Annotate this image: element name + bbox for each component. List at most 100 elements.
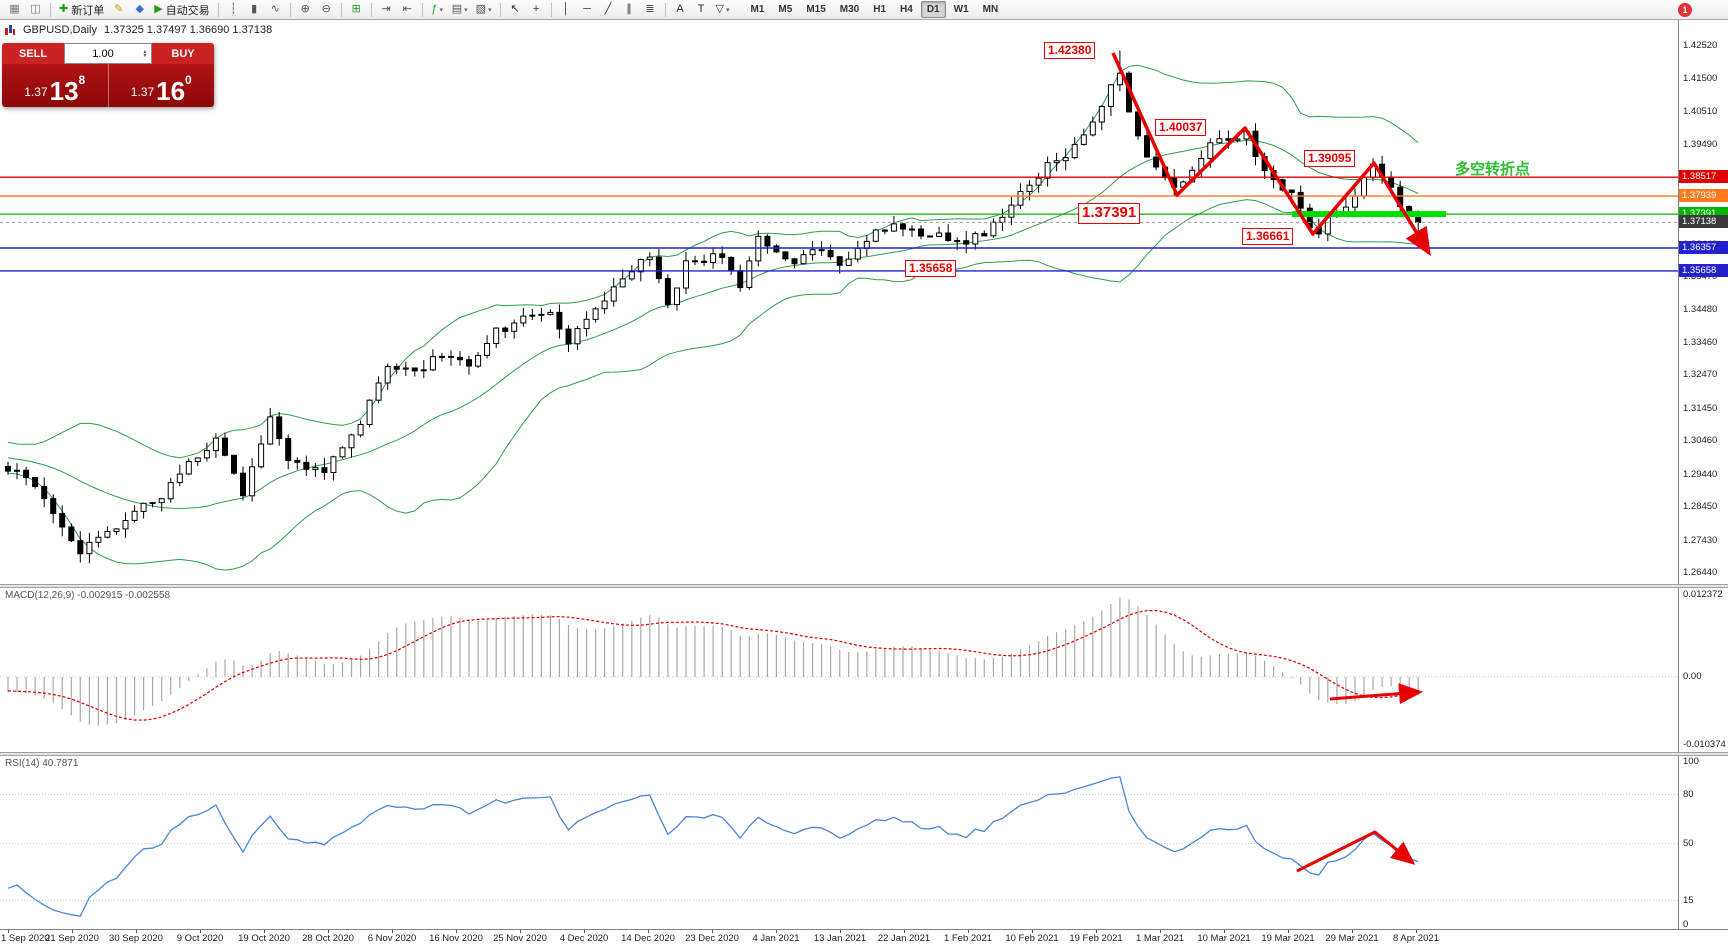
macd-axis-label: 0.00 — [1683, 671, 1702, 682]
toolbar-separator — [664, 2, 666, 17]
shapes-icon[interactable]: ▽ ▾ — [715, 3, 730, 15]
toolbar-buttons: ▦ ◫ ✚ 新订单 ✎ ◆ ▶ 自动交易 ┆ ▮ ∿ ⊕ ⊖ ⊞ ⇥ ⇤ ƒ ▾ ▤ ▾ ▧ ▾ ↖ + │ ─ ╱ ∥ ≣ A T ▽ ▾ — [4, 0, 734, 19]
time-tick — [840, 930, 841, 933]
time-axis-label: 28 Oct 2020 — [302, 933, 354, 944]
market-icon[interactable]: ◆ — [135, 3, 144, 15]
periods-icon[interactable]: ▤ ▾ — [451, 3, 468, 15]
price-label-139095[interactable]: 1.39095 — [1304, 150, 1356, 167]
panel-splitter-2[interactable] — [0, 752, 1728, 756]
panel-splitter-1[interactable] — [0, 584, 1728, 588]
price-tag-1.37138: 1.37138 — [1679, 215, 1728, 229]
rsi-axis-label: 100 — [1683, 756, 1699, 767]
trendline-icon[interactable]: ╱ — [604, 3, 612, 15]
buy-price-button[interactable]: 1.37 16 0 — [109, 64, 215, 107]
volume-up-icon[interactable]: ▲ — [142, 48, 148, 55]
sell-price-pip: 8 — [78, 73, 86, 87]
time-axis-label: 4 Dec 2020 — [559, 933, 609, 944]
toolbar-separator — [499, 2, 501, 17]
price-label-136661[interactable]: 1.36661 — [1242, 228, 1294, 245]
line-chart-icon[interactable]: ∿ — [270, 3, 280, 15]
toolbar-separator — [421, 2, 423, 17]
turning-point-label[interactable]: 多空转折点 — [1455, 161, 1531, 178]
new-order-button[interactable]: ✚ 新订单 — [59, 3, 105, 17]
time-tick — [264, 930, 265, 933]
macd-panel[interactable]: MACD(12,26,9) -0.002915 -0.002558 0.0123… — [0, 588, 1728, 752]
volume-down-icon[interactable]: ▼ — [142, 52, 148, 59]
candlestick-chart-icon[interactable]: ▮ — [251, 3, 258, 15]
chart-symbol-period: GBPUSD,Daily — [23, 24, 97, 36]
text-icon[interactable]: A — [676, 3, 684, 15]
volume-spinner[interactable]: ▲ ▼ — [140, 45, 150, 62]
time-axis-label: 29 Mar 2021 — [1325, 933, 1379, 944]
rsi-axis-label: 50 — [1683, 837, 1694, 849]
text-label-icon[interactable]: T — [697, 3, 705, 15]
rsi-panel[interactable]: RSI(14) 40.7871 100 80 50 15 0 — [0, 756, 1728, 929]
price-label-142380[interactable]: 1.42380 — [1044, 42, 1096, 59]
crosshair-icon[interactable]: + — [532, 3, 540, 15]
price-label-140037[interactable]: 1.40037 — [1155, 119, 1207, 136]
time-tick — [712, 930, 713, 933]
price-axis-label: 1.31450 — [1683, 402, 1718, 414]
notification-badge[interactable]: 1 — [1678, 3, 1692, 17]
sell-button[interactable]: SELL — [18, 47, 48, 60]
price-label-137391[interactable]: 1.37391 — [1078, 203, 1141, 224]
bar-chart-icon[interactable]: ┆ — [229, 3, 237, 15]
vertical-line-icon[interactable]: │ — [562, 3, 570, 15]
timeframe-m30[interactable]: M30 — [839, 4, 860, 15]
price-label-135658[interactable]: 1.35658 — [905, 260, 957, 277]
timeframe-m1[interactable]: M1 — [750, 4, 765, 15]
new-chart-icon[interactable]: ▦ — [9, 3, 20, 15]
price-axis-label: 1.29440 — [1683, 468, 1718, 480]
price-chart-canvas[interactable] — [0, 20, 1678, 584]
price-axis-label: 1.39490 — [1683, 139, 1718, 151]
time-tick — [776, 930, 777, 933]
time-axis-label: 30 Sep 2020 — [109, 933, 163, 944]
chart-profiles-icon[interactable]: ◫ — [30, 3, 41, 15]
time-tick — [1224, 930, 1225, 933]
volume-box: ▲▼ — [64, 43, 152, 64]
indicators-icon[interactable]: ƒ ▾ — [431, 3, 443, 15]
price-axis-label: 1.30460 — [1683, 435, 1718, 447]
tile-windows-icon[interactable]: ⊞ — [351, 3, 361, 15]
time-tick — [1160, 930, 1161, 933]
time-axis-label: 10 Feb 2021 — [1005, 933, 1059, 944]
time-axis[interactable]: 1 Sep 2020 21 Sep 2020 30 Sep 2020 9 Oct 20… — [0, 929, 1728, 946]
timeframe-d1[interactable]: D1 — [920, 1, 946, 18]
horizontal-line-icon[interactable]: ─ — [583, 3, 591, 15]
volume-input[interactable] — [65, 44, 151, 63]
timeframe-m5[interactable]: M5 — [778, 4, 793, 15]
chart-shift-icon[interactable]: ⇤ — [402, 3, 412, 15]
timeframe-mn[interactable]: MN — [982, 4, 999, 15]
auto-scroll-icon[interactable]: ⇥ — [381, 3, 391, 15]
channel-icon[interactable]: ∥ — [626, 3, 632, 15]
time-axis-label: 9 Oct 2020 — [176, 933, 224, 944]
time-tick — [456, 930, 457, 933]
cursor-icon[interactable]: ↖ — [510, 3, 520, 15]
zoom-in-icon[interactable]: ⊕ — [300, 3, 310, 15]
macd-axis-label: 0.012372 — [1683, 589, 1723, 600]
toolbar-separator — [370, 2, 372, 17]
price-axis-label: 1.26440 — [1683, 567, 1718, 578]
metaeditor-icon[interactable]: ✎ — [114, 3, 124, 15]
templates-icon[interactable]: ▧ ▾ — [475, 3, 492, 15]
zoom-out-icon[interactable]: ⊖ — [321, 3, 331, 15]
rsi-canvas[interactable] — [0, 756, 1678, 929]
buy-button[interactable]: BUY — [171, 47, 195, 60]
timeframe-h1[interactable]: H1 — [873, 4, 887, 15]
time-axis-label: 6 Nov 2020 — [367, 933, 417, 944]
chart-corner-info: GBPUSD,Daily 1.37325 1.37497 1.36690 1.3… — [4, 24, 272, 36]
auto-trading-button[interactable]: ▶ 自动交易 — [154, 3, 210, 17]
timeframe-h4[interactable]: H4 — [900, 4, 913, 15]
time-axis-label: 19 Mar 2021 — [1261, 933, 1315, 944]
macd-canvas[interactable] — [0, 588, 1678, 752]
price-chart-panel[interactable]: GBPUSD,Daily 1.37325 1.37497 1.36690 1.3… — [0, 20, 1728, 584]
sell-price-button[interactable]: 1.37 13 8 — [2, 64, 109, 107]
timeframe-m15[interactable]: M15 — [806, 4, 826, 15]
time-tick — [520, 930, 521, 933]
time-axis-label: 16 Nov 2020 — [429, 933, 483, 944]
time-axis-label: 22 Jan 2021 — [877, 933, 931, 944]
time-tick — [328, 930, 329, 933]
timeframe-w1[interactable]: W1 — [953, 4, 969, 15]
rsi-label: RSI(14) 40.7871 — [5, 758, 79, 769]
fibonacci-icon[interactable]: ≣ — [645, 3, 655, 15]
